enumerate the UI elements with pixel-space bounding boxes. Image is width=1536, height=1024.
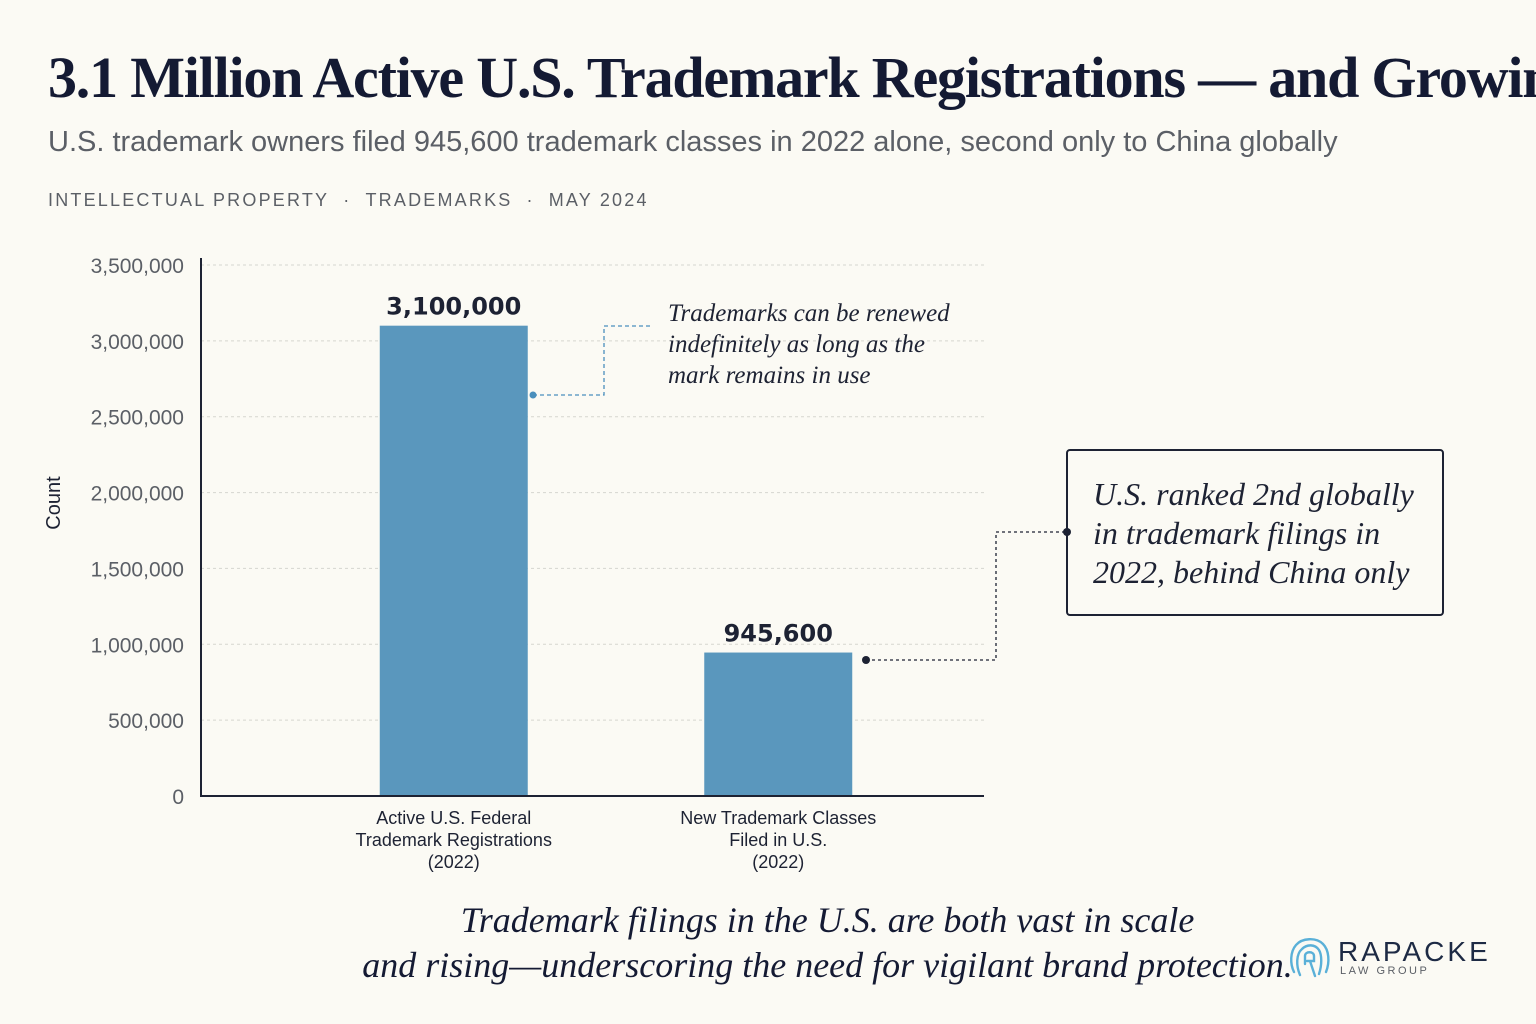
data-labels: 3,100,000 945,600	[386, 293, 833, 648]
bar	[379, 325, 528, 796]
tag-line: INTELLECTUAL PROPERTY · TRADEMARKS · MAY 202…	[48, 190, 649, 211]
bar-value-label: 3,100,000	[386, 293, 521, 321]
y-axis-label: Count	[43, 476, 65, 530]
bar	[704, 652, 853, 796]
y-tick-label: 1,000,000	[91, 634, 184, 657]
annotation-renewal: Trademarks can be renewed indefinitely a…	[668, 300, 950, 389]
y-tick-label: 500,000	[108, 710, 184, 733]
x-category-label: Active U.S. Federal	[376, 808, 531, 828]
y-tick-label: 1,500,000	[91, 558, 184, 581]
x-category-label: Filed in U.S.	[729, 830, 827, 850]
bar-value-label: 945,600	[724, 620, 833, 648]
connector-line	[866, 531, 1067, 661]
tag-category: INTELLECTUAL PROPERTY	[48, 190, 330, 210]
y-tick-label: 0	[172, 786, 184, 809]
logo-subtitle: LAW GROUP	[1340, 965, 1430, 977]
tag-separator: ·	[343, 190, 352, 210]
y-tick-label: 3,500,000	[91, 255, 184, 278]
annotation-connector-1	[529, 325, 650, 399]
tag-date: MAY 2024	[548, 190, 649, 210]
x-category-label: (2022)	[752, 852, 804, 872]
connector-line	[533, 325, 650, 396]
footer-line-1: Trademark filings in the U.S. are both v…	[460, 900, 1195, 940]
y-tick-label: 2,500,000	[91, 407, 184, 430]
annotation-connector-2	[862, 528, 1071, 664]
logo-name: RAPACKE	[1338, 936, 1491, 967]
footer-statement: Trademark filings in the U.S. are both v…	[300, 898, 1355, 988]
y-tick-label: 3,000,000	[91, 331, 184, 354]
chart-subtitle: U.S. trademark owners filed 945,600 trad…	[48, 126, 1338, 158]
tag-separator: ·	[526, 190, 535, 210]
x-category-label: (2022)	[428, 852, 480, 872]
gridlines	[201, 264, 984, 721]
y-tick-label: 2,000,000	[91, 483, 184, 506]
x-category-label: Trademark Registrations	[356, 830, 552, 850]
annotation-ranking-box: U.S. ranked 2nd globally in trademark fi…	[1066, 449, 1444, 616]
tag-topic: TRADEMARKS	[365, 190, 513, 210]
bars	[379, 325, 853, 796]
chart-title: 3.1 Million Active U.S. Trademark Regist…	[48, 45, 1536, 110]
y-axis-ticks: 0 500,000 1,000,000 1,500,000 2,000,000 2,500…	[91, 255, 184, 809]
x-category-label: New Trademark Classes	[680, 808, 876, 828]
fingerprint-icon	[1290, 938, 1330, 978]
brand-logo: RAPACKE LAW GROUP	[1288, 932, 1488, 988]
footer-line-2: and rising—underscoring the need for vig…	[362, 945, 1293, 985]
